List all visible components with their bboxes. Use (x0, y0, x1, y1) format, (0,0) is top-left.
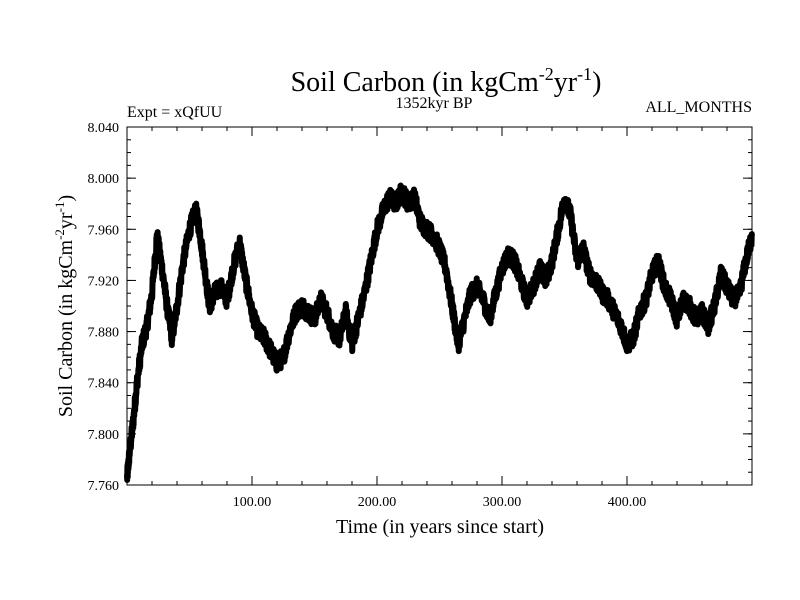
plot-frame (126, 126, 753, 486)
chart-title-mid: yr (554, 67, 578, 98)
y-tick-label-4: 7.920 (88, 274, 120, 289)
y-tick-label-3: 7.880 (88, 326, 120, 341)
x-tick-label-2: 300.00 (483, 495, 522, 510)
x-tick-label-3: 400.00 (608, 495, 647, 510)
chart-title-end: ) (592, 67, 601, 98)
y-tick-label-6: 8.000 (88, 172, 120, 187)
y-tick-label-1: 7.800 (88, 428, 120, 443)
y-axis-label-sup2: -1 (52, 202, 67, 213)
y-tick-label-5: 7.960 (88, 223, 120, 238)
x-axis: 100.00 200.00 300.00 400.00 (151, 127, 728, 510)
chart-title: Soil Carbon (in kgCm-2yr-1) (291, 64, 602, 98)
x-tick-label-1: 200.00 (358, 495, 397, 510)
x-axis-label: Time (in years since start) (336, 516, 544, 538)
subtitle-center: 1352kyr BP (396, 95, 473, 112)
series-line-soil-carbon (124, 182, 755, 483)
y-tick-label-2: 7.840 (88, 377, 120, 392)
y-axis: 7.760 7.800 7.840 7.880 7.920 7.960 8.000 8.040 (88, 121, 752, 494)
y-axis-label-main: Soil Carbon (in kgCm (55, 239, 77, 417)
y-axis-label-mid: yr (55, 212, 77, 229)
y-tick-label-7: 8.040 (88, 121, 120, 136)
chart-title-main: Soil Carbon (in kgCm (291, 67, 539, 98)
x-tick-label-0: 100.00 (233, 495, 272, 510)
y-axis-label-sup1: -2 (52, 229, 67, 240)
subtitle-right: ALL_MONTHS (645, 99, 752, 116)
y-tick-label-0: 7.760 (88, 479, 120, 494)
y-axis-label-end: ) (55, 195, 77, 202)
chart-title-sup1: -2 (539, 64, 554, 84)
y-axis-label: Soil Carbon (in kgCm-2yr-1) (52, 195, 77, 417)
subtitle-left: Expt = xQfUU (127, 104, 223, 121)
chart-title-sup2: -1 (577, 64, 592, 84)
